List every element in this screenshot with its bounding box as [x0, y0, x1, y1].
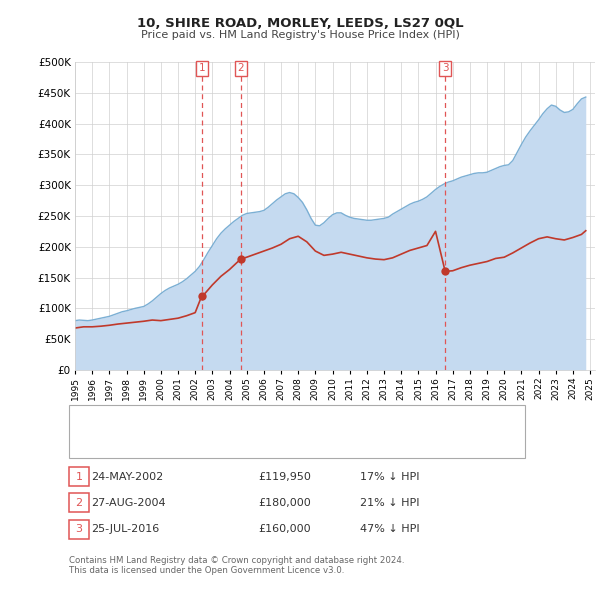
- Text: Contains HM Land Registry data © Crown copyright and database right 2024.
This d: Contains HM Land Registry data © Crown c…: [69, 556, 404, 575]
- Text: 1: 1: [76, 472, 82, 481]
- Text: £180,000: £180,000: [258, 498, 311, 507]
- Text: 1: 1: [199, 63, 205, 73]
- Text: 10, SHIRE ROAD, MORLEY, LEEDS, LS27 0QL (detached house): 10, SHIRE ROAD, MORLEY, LEEDS, LS27 0QL …: [115, 415, 440, 425]
- Text: 47% ↓ HPI: 47% ↓ HPI: [360, 525, 419, 534]
- Text: 21% ↓ HPI: 21% ↓ HPI: [360, 498, 419, 507]
- Text: 10, SHIRE ROAD, MORLEY, LEEDS, LS27 0QL: 10, SHIRE ROAD, MORLEY, LEEDS, LS27 0QL: [137, 17, 463, 30]
- Text: 3: 3: [442, 63, 448, 73]
- Text: 24-MAY-2002: 24-MAY-2002: [91, 472, 163, 481]
- Text: 3: 3: [76, 525, 82, 534]
- Text: £119,950: £119,950: [258, 472, 311, 481]
- Text: £160,000: £160,000: [258, 525, 311, 534]
- Text: 27-AUG-2004: 27-AUG-2004: [91, 498, 166, 507]
- Text: 17% ↓ HPI: 17% ↓ HPI: [360, 472, 419, 481]
- Text: HPI: Average price, detached house, Leeds: HPI: Average price, detached house, Leed…: [115, 439, 338, 449]
- Text: 2: 2: [76, 498, 82, 507]
- Text: 25-JUL-2016: 25-JUL-2016: [91, 525, 160, 534]
- Text: Price paid vs. HM Land Registry's House Price Index (HPI): Price paid vs. HM Land Registry's House …: [140, 30, 460, 40]
- Text: 2: 2: [238, 63, 244, 73]
